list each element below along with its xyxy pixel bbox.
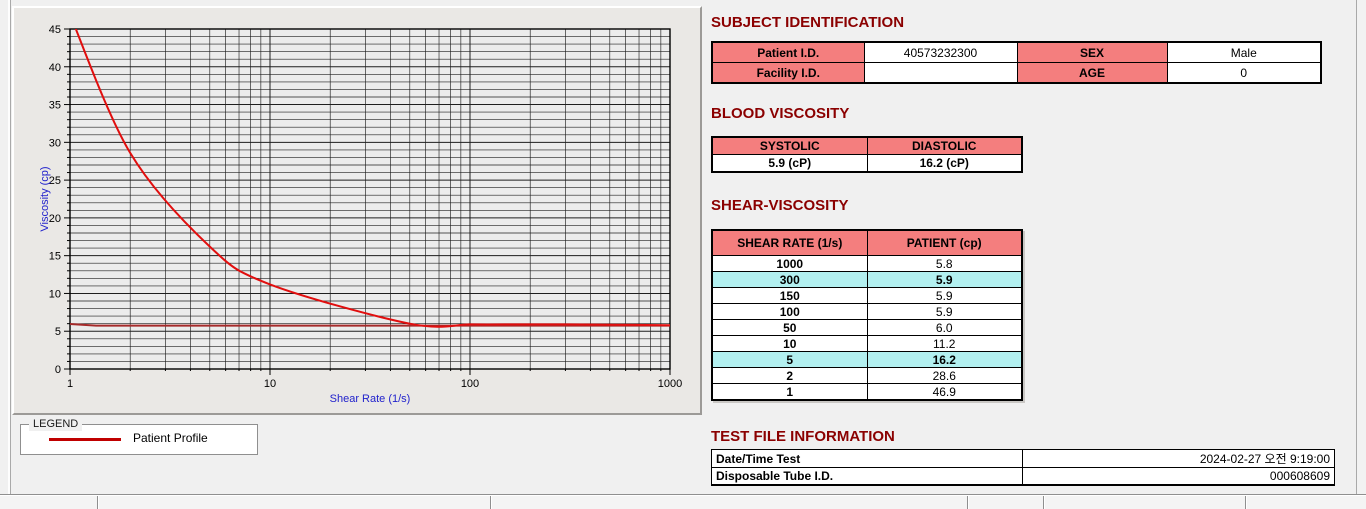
disposable-tube-id-value: 000608609 (1022, 467, 1335, 486)
svg-text:1000: 1000 (658, 378, 682, 390)
sex-label: SEX (1016, 41, 1168, 63)
table-row: Patient I.D. 40573232300 SEX Male (711, 41, 1322, 63)
status-bar (0, 494, 1366, 509)
age-label: AGE (1016, 62, 1168, 84)
shear-rate-cell[interactable]: 10 (711, 335, 868, 352)
test-file-information-title: TEST FILE INFORMATION (711, 428, 895, 445)
table-row[interactable]: 150 5.9 (711, 287, 1023, 304)
shear-rate-cell[interactable]: 1 (711, 383, 868, 401)
window-right-edge (1356, 0, 1366, 494)
legend-entry-label: Patient Profile (133, 431, 208, 445)
table-row[interactable]: 10 11.2 (711, 335, 1023, 352)
svg-text:5: 5 (55, 326, 61, 338)
table-row: Date/Time Test 2024-02-27 오전 9:19:00 (711, 449, 1335, 468)
viscosity-chart-panel: 0 5 10 15 20 25 30 35 40 45 1 10 100 1000 Viscosity (c… (12, 6, 702, 415)
svg-text:30: 30 (49, 137, 61, 149)
shear-rate-cell[interactable]: 50 (711, 319, 868, 336)
svg-text:20: 20 (49, 213, 61, 225)
svg-text:45: 45 (49, 24, 61, 36)
table-row: Facility I.D. AGE 0 (711, 62, 1322, 84)
patient-cp-cell[interactable]: 46.9 (866, 383, 1023, 401)
svg-text:100: 100 (461, 378, 479, 390)
patient-cp-cell[interactable]: 16.2 (866, 351, 1023, 368)
table-row: Disposable Tube I.D. 000608609 (711, 467, 1335, 486)
shear-rate-cell[interactable]: 5 (711, 351, 868, 368)
subject-identification-title: SUBJECT IDENTIFICATION (711, 14, 905, 31)
diastolic-value: 16.2 (cP) (866, 154, 1023, 173)
facility-id-label: Facility I.D. (711, 62, 865, 84)
shear-viscosity-table: SHEAR RATE (1/s) PATIENT (cp) 1000 5.8 3… (711, 229, 1023, 401)
svg-text:0: 0 (55, 364, 61, 376)
disposable-tube-id-label: Disposable Tube I.D. (711, 467, 1023, 486)
patient-cp-cell[interactable]: 5.9 (866, 287, 1023, 304)
status-bar-divider (1043, 496, 1044, 509)
subject-identification-table: Patient I.D. 40573232300 SEX Male Facili… (711, 41, 1322, 84)
table-header-row: SHEAR RATE (1/s) PATIENT (cp) (711, 229, 1023, 256)
table-row: 5.9 (cP) 16.2 (cP) (711, 154, 1023, 173)
shear-rate-cell[interactable]: 300 (711, 271, 868, 288)
table-row[interactable]: 1000 5.8 (711, 255, 1023, 272)
table-row-selected[interactable]: 5 16.2 (711, 351, 1023, 368)
patient-cp-cell[interactable]: 5.9 (866, 271, 1023, 288)
patient-cp-cell[interactable]: 5.8 (866, 255, 1023, 272)
patient-cp-header: PATIENT (cp) (866, 229, 1023, 256)
blood-viscosity-table: SYSTOLIC DIASTOLIC 5.9 (cP) 16.2 (cP) (711, 136, 1023, 173)
svg-text:Shear Rate (1/s): Shear Rate (1/s) (330, 393, 411, 405)
legend-line-sample (49, 438, 121, 441)
svg-text:10: 10 (49, 288, 61, 300)
facility-id-value (863, 62, 1018, 84)
shear-rate-header: SHEAR RATE (1/s) (711, 229, 868, 256)
legend-box-label: LEGEND (29, 417, 83, 431)
sex-value: Male (1166, 41, 1322, 63)
table-row[interactable]: 100 5.9 (711, 303, 1023, 320)
patient-cp-cell[interactable]: 5.9 (866, 303, 1023, 320)
table-row[interactable]: 1 46.9 (711, 383, 1023, 401)
svg-text:15: 15 (49, 251, 61, 263)
date-time-test-label: Date/Time Test (711, 449, 1023, 468)
shear-rate-cell[interactable]: 2 (711, 367, 868, 384)
svg-text:35: 35 (49, 100, 61, 112)
age-value: 0 (1166, 62, 1322, 84)
svg-text:1: 1 (67, 378, 73, 390)
status-bar-divider (967, 496, 968, 509)
shear-rate-cell[interactable]: 100 (711, 303, 868, 320)
report-pane: SUBJECT IDENTIFICATION Patient I.D. 4057… (711, 0, 1359, 508)
window-left-edge (0, 0, 11, 508)
shear-rate-cell[interactable]: 1000 (711, 255, 868, 272)
shear-viscosity-chart: 0 5 10 15 20 25 30 35 40 45 1 10 100 1000 Viscosity (c… (39, 24, 682, 405)
systolic-header: SYSTOLIC (711, 136, 868, 155)
svg-text:25: 25 (49, 175, 61, 187)
diastolic-header: DIASTOLIC (866, 136, 1023, 155)
table-row-selected[interactable]: 300 5.9 (711, 271, 1023, 288)
systolic-value: 5.9 (cP) (711, 154, 868, 173)
svg-text:10: 10 (264, 378, 276, 390)
blood-viscosity-title: BLOOD VISCOSITY (711, 105, 850, 122)
table-row: SYSTOLIC DIASTOLIC (711, 136, 1023, 155)
table-row[interactable]: 2 28.6 (711, 367, 1023, 384)
date-time-test-value: 2024-02-27 오전 9:19:00 (1022, 449, 1335, 468)
shear-rate-cell[interactable]: 150 (711, 287, 868, 304)
patient-cp-cell[interactable]: 28.6 (866, 367, 1023, 384)
patient-id-value: 40573232300 (863, 41, 1018, 63)
patient-id-label: Patient I.D. (711, 41, 865, 63)
chart-legend: LEGEND Patient Profile (20, 417, 258, 455)
patient-cp-cell[interactable]: 6.0 (866, 319, 1023, 336)
table-row[interactable]: 50 6.0 (711, 319, 1023, 336)
svg-text:40: 40 (49, 62, 61, 74)
svg-text:Viscosity (cp): Viscosity (cp) (39, 166, 51, 231)
patient-cp-cell[interactable]: 11.2 (866, 335, 1023, 352)
status-bar-divider (1245, 496, 1246, 509)
status-bar-divider (490, 496, 491, 509)
status-bar-divider (97, 496, 98, 509)
test-file-information-table: Date/Time Test 2024-02-27 오전 9:19:00 Dis… (711, 449, 1335, 486)
shear-viscosity-title: SHEAR-VISCOSITY (711, 197, 849, 214)
